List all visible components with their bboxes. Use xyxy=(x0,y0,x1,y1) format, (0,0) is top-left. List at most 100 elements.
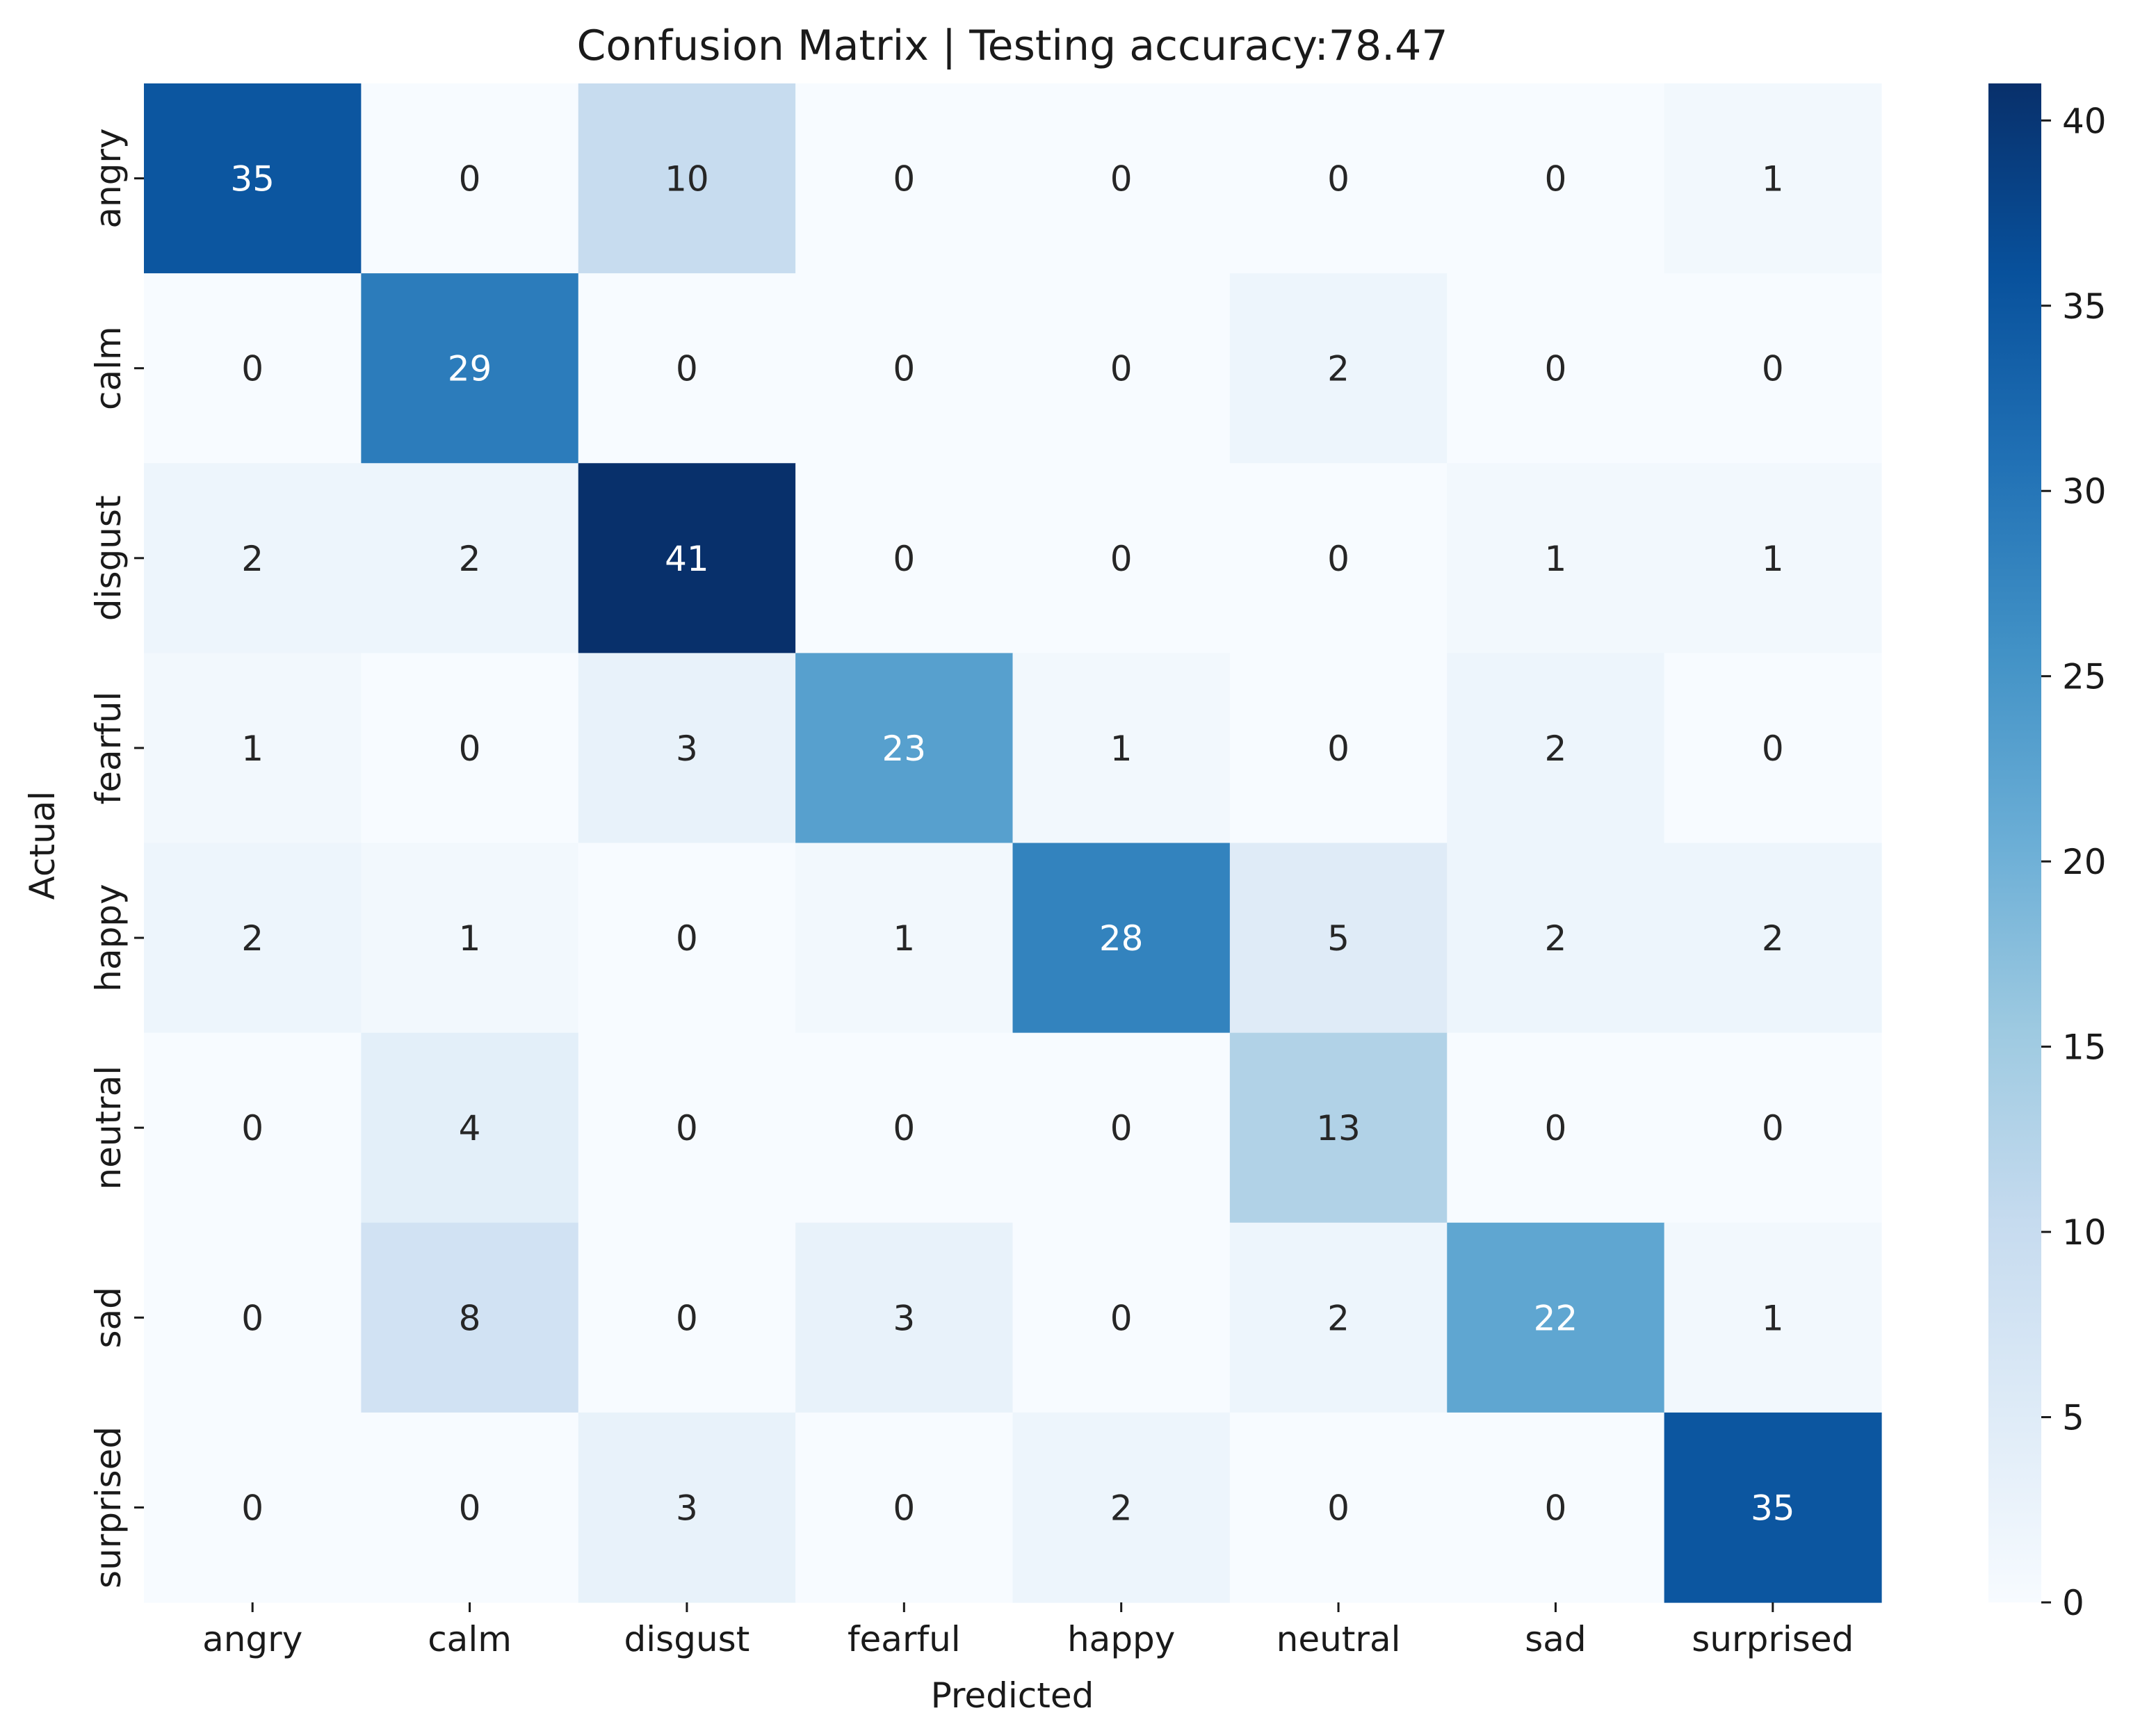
cell-value-label: 0 xyxy=(676,1108,698,1148)
cell-value-label: 2 xyxy=(241,539,264,579)
y-tick-label: fearful xyxy=(88,692,129,805)
cell-value-label: 1 xyxy=(1762,1298,1784,1338)
chart-title: Confusion Matrix | Testing accuracy:78.4… xyxy=(576,22,1448,70)
colorbar-tick-label: 15 xyxy=(2062,1027,2107,1068)
heatmap-cell xyxy=(1447,1222,1665,1413)
cell-value-label: 0 xyxy=(1762,729,1784,769)
cell-value-label: 28 xyxy=(1099,918,1144,959)
y-tick-label: neutral xyxy=(88,1066,129,1190)
cell-value-label: 10 xyxy=(665,159,709,200)
heatmap-cell xyxy=(795,1412,1014,1603)
heatmap-cell xyxy=(144,653,362,844)
heatmap-cell xyxy=(1664,463,1882,653)
cell-value-label: 2 xyxy=(1327,349,1349,389)
heatmap-cell xyxy=(795,83,1014,274)
heatmap-cell xyxy=(578,1222,796,1413)
y-axis-label: Actual xyxy=(22,791,63,900)
heatmap-cell xyxy=(1447,653,1665,844)
heatmap-cell xyxy=(1012,1222,1231,1413)
heatmap-cell xyxy=(1229,1032,1448,1224)
y-tick-label: sad xyxy=(88,1287,129,1348)
cell-value-label: 0 xyxy=(893,539,915,579)
heatmap-cell xyxy=(1229,1222,1448,1413)
heatmap-cell xyxy=(1447,1032,1665,1224)
heatmap-cell xyxy=(1447,273,1665,464)
cell-value-label: 22 xyxy=(1534,1298,1578,1338)
heatmap-cell xyxy=(1012,653,1231,844)
heatmap-cell xyxy=(1447,843,1665,1034)
heatmap-cell xyxy=(578,843,796,1034)
x-axis-label: Predicted xyxy=(931,1675,1094,1716)
heatmap-cell xyxy=(1664,653,1882,844)
cell-value-label: 0 xyxy=(1545,159,1567,200)
cell-value-label: 1 xyxy=(1762,539,1784,579)
heatmap-cell xyxy=(1012,273,1231,464)
heatmap-cell xyxy=(1012,83,1231,274)
cell-value-label: 0 xyxy=(676,349,698,389)
heatmap-cell xyxy=(361,463,579,653)
heatmap-cell xyxy=(361,1222,579,1413)
cell-value-label: 0 xyxy=(1327,1488,1349,1528)
heatmap-cell xyxy=(1229,273,1448,464)
y-tick-label: calm xyxy=(88,326,129,410)
cell-value-label: 1 xyxy=(1762,159,1784,200)
y-tick-label: surprised xyxy=(88,1427,129,1588)
colorbar-tick-label: 25 xyxy=(2062,657,2107,697)
cell-value-label: 2 xyxy=(1545,729,1567,769)
heatmap-cell xyxy=(361,1412,579,1603)
cell-value-label: 0 xyxy=(893,349,915,389)
cell-value-label: 0 xyxy=(241,1108,264,1148)
heatmap-cell xyxy=(1229,1412,1448,1603)
cell-value-label: 0 xyxy=(1545,1488,1567,1528)
cell-value-label: 0 xyxy=(1545,1108,1567,1148)
heatmap-cell xyxy=(144,1222,362,1413)
heatmap-cell xyxy=(361,843,579,1034)
cell-value-label: 0 xyxy=(241,349,264,389)
x-tick-label: surprised xyxy=(1692,1619,1854,1659)
colorbar-tick-label: 5 xyxy=(2062,1398,2084,1438)
x-tick-label: neutral xyxy=(1276,1619,1401,1659)
heatmap-cell xyxy=(1664,843,1882,1034)
cell-value-label: 0 xyxy=(241,1488,264,1528)
cell-value-label: 0 xyxy=(1327,729,1349,769)
heatmap-cell xyxy=(1447,1412,1665,1603)
colorbar: 0 5 10 15 20 25 30 35 40 xyxy=(1988,83,2107,1623)
heatmap-cell xyxy=(1012,1412,1231,1603)
heatmap-cell xyxy=(1664,1412,1882,1603)
cell-value-label: 2 xyxy=(1545,918,1567,959)
heatmap-cell xyxy=(144,843,362,1034)
heatmap-cell xyxy=(144,463,362,653)
cell-value-label: 35 xyxy=(1751,1488,1795,1528)
cell-value-label: 3 xyxy=(676,729,698,769)
x-axis: angry calm disgust fearful happy neutral sad su… xyxy=(202,1602,1854,1659)
cell-value-label: 1 xyxy=(1545,539,1567,579)
colorbar-tick-label: 0 xyxy=(2062,1583,2084,1623)
cell-value-label: 2 xyxy=(1110,1488,1133,1528)
cell-value-label: 8 xyxy=(459,1298,481,1338)
cell-value-label: 23 xyxy=(882,729,927,769)
cell-value-label: 0 xyxy=(1110,1298,1133,1338)
cell-value-label: 2 xyxy=(241,918,264,959)
colorbar-tick-label: 10 xyxy=(2062,1212,2107,1253)
cell-value-label: 1 xyxy=(241,729,264,769)
x-tick-label: fearful xyxy=(848,1619,961,1659)
heatmap-cell xyxy=(361,653,579,844)
cell-value-label: 2 xyxy=(1327,1298,1349,1338)
heatmap-cell xyxy=(795,653,1014,844)
y-axis: angry calm disgust fearful happy neutral sad su… xyxy=(88,128,144,1588)
heatmap-cells xyxy=(144,83,1882,1603)
colorbar-tick-label: 40 xyxy=(2062,101,2107,141)
heatmap-cell xyxy=(1229,463,1448,653)
heatmap-cell xyxy=(361,83,579,274)
heatmap-cell xyxy=(1229,843,1448,1034)
heatmap-cell xyxy=(1664,1032,1882,1224)
colorbar-tick-label: 35 xyxy=(2062,286,2107,327)
x-tick-label: sad xyxy=(1525,1619,1586,1659)
heatmap-cell xyxy=(1664,273,1882,464)
heatmap-cell xyxy=(1229,83,1448,274)
heatmap-cell xyxy=(578,1032,796,1224)
cell-value-label: 0 xyxy=(676,918,698,959)
heatmap-cell xyxy=(1664,1222,1882,1413)
cell-value-label: 1 xyxy=(459,918,481,959)
